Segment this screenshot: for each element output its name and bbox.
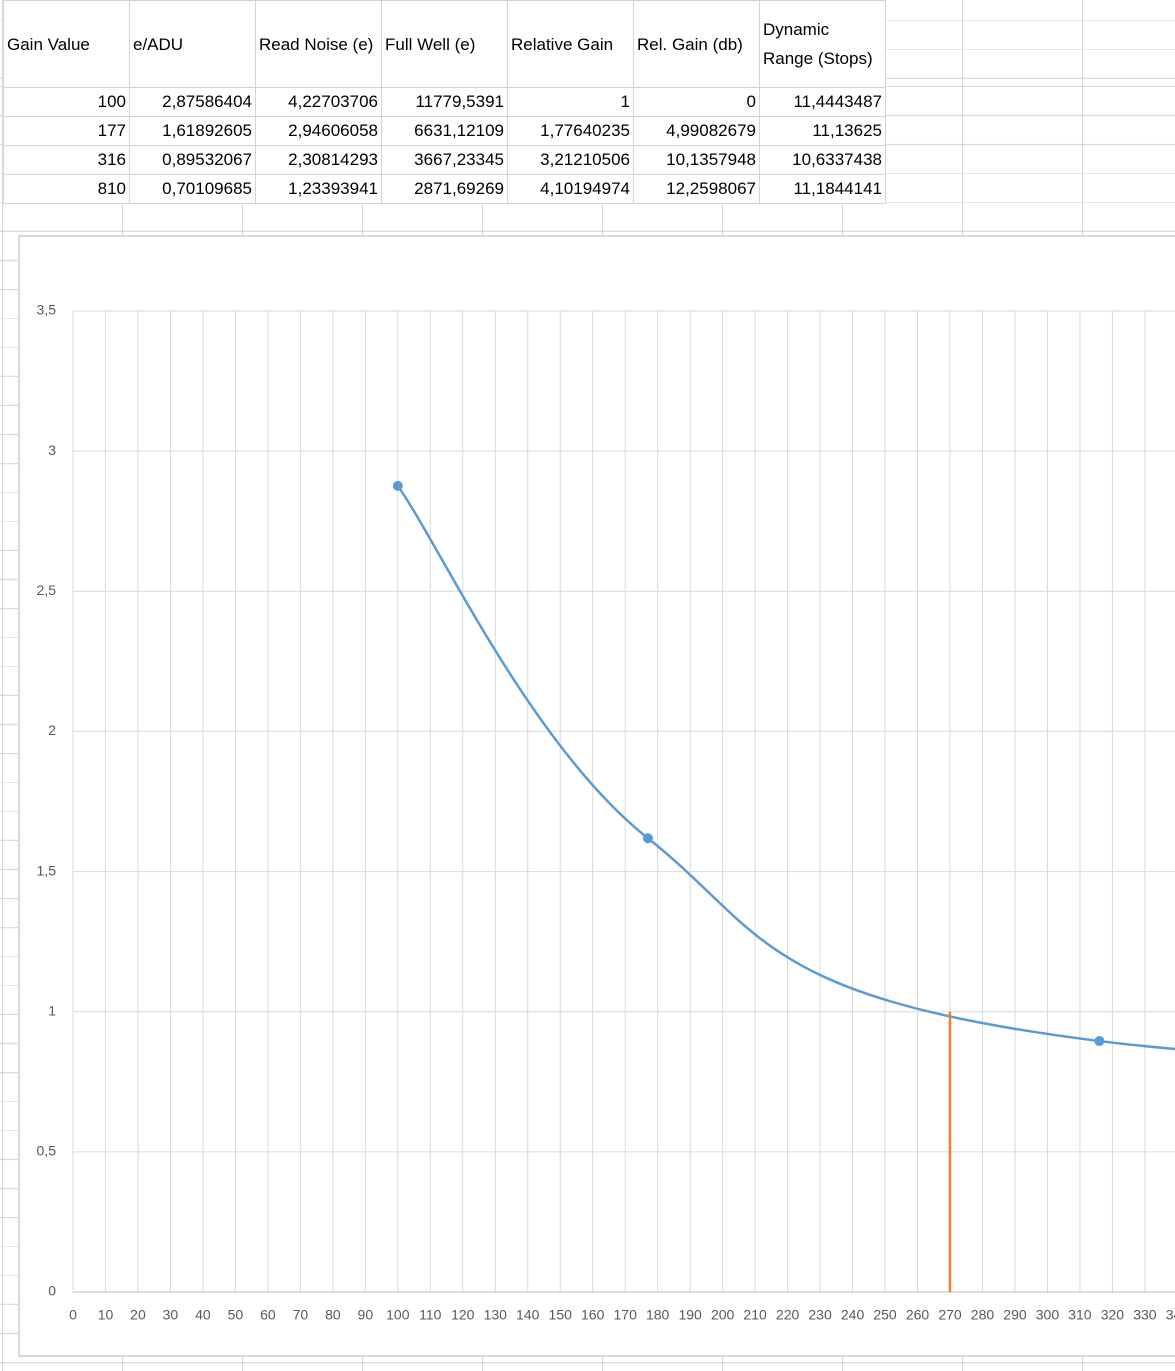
- table-cell[interactable]: 11,1844141: [759, 174, 886, 204]
- x-tick-label: 280: [971, 1307, 995, 1323]
- x-tick-label: 50: [228, 1307, 244, 1323]
- data-point: [1094, 1036, 1105, 1047]
- x-tick-label: 230: [808, 1307, 832, 1323]
- x-tick-label: 270: [938, 1307, 962, 1323]
- table-cell[interactable]: 316: [3, 145, 130, 175]
- series-line: [396, 485, 1175, 1051]
- table-cell[interactable]: 0,89532067: [129, 145, 256, 175]
- table-cell[interactable]: 1,23393941: [255, 174, 382, 204]
- x-tick-label: 0: [69, 1307, 77, 1323]
- table-cell[interactable]: Dynamic Range (Stops): [759, 0, 886, 88]
- y-tick-label: 1,5: [37, 862, 57, 878]
- x-tick-label: 160: [581, 1307, 605, 1323]
- table-cell[interactable]: 2871,69269: [381, 174, 508, 204]
- x-tick-label: 180: [646, 1307, 670, 1323]
- table-cell[interactable]: 2,87586404: [129, 87, 256, 117]
- x-tick-label: 260: [906, 1307, 930, 1323]
- data-table: Gain Value e/ADU Read Noise (e) Full Well (…: [3, 0, 886, 204]
- table-cell[interactable]: 4,22703706: [255, 87, 382, 117]
- x-tick-label: 220: [776, 1307, 800, 1323]
- x-tick-label: 340: [1166, 1307, 1175, 1323]
- table-row: Gain Value e/ADU Read Noise (e) Full Well (…: [3, 0, 886, 88]
- x-tick-label: 20: [130, 1307, 146, 1323]
- x-tick-label: 60: [260, 1307, 276, 1323]
- x-tick-label: 320: [1101, 1307, 1125, 1323]
- chart-area: [18, 235, 1175, 1357]
- x-tick-label: 70: [293, 1307, 309, 1323]
- table-cell[interactable]: e/ADU: [129, 0, 256, 88]
- x-tick-label: 170: [614, 1307, 638, 1323]
- x-tick-label: 40: [195, 1307, 211, 1323]
- table-cell[interactable]: 1,77640235: [507, 116, 634, 146]
- x-tick-label: 200: [711, 1307, 735, 1323]
- table-cell[interactable]: 12,2598067: [633, 174, 760, 204]
- table-cell[interactable]: Rel. Gain (db): [633, 0, 760, 88]
- table-cell[interactable]: 0,70109685: [129, 174, 256, 204]
- x-tick-label: 330: [1133, 1307, 1157, 1323]
- x-tick-label: 150: [549, 1307, 573, 1323]
- y-tick-label: 0: [48, 1283, 56, 1299]
- data-point: [392, 480, 403, 491]
- table-cell[interactable]: Read Noise (e): [255, 0, 382, 88]
- x-tick-label: 250: [873, 1307, 897, 1323]
- data-point: [642, 833, 653, 844]
- x-tick-label: 100: [386, 1307, 410, 1323]
- table-cell[interactable]: 2,94606058: [255, 116, 382, 146]
- table-cell[interactable]: 0: [633, 87, 760, 117]
- table-cell[interactable]: 177: [3, 116, 130, 146]
- table-cell[interactable]: 810: [3, 174, 130, 204]
- table-row: 810 0,70109685 1,23393941 2871,69269 4,10194…: [3, 174, 886, 204]
- x-tick-label: 90: [358, 1307, 374, 1323]
- table-row: 177 1,61892605 2,94606058 6631,12109 1,77640…: [3, 116, 886, 146]
- table-cell[interactable]: 11779,5391: [381, 87, 508, 117]
- y-tick-label: 2: [48, 722, 56, 738]
- table-cell[interactable]: 10,6337438: [759, 145, 886, 175]
- table-cell[interactable]: 100: [3, 87, 130, 117]
- x-tick-label: 80: [325, 1307, 341, 1323]
- x-tick-label: 140: [516, 1307, 540, 1323]
- table-cell[interactable]: 1: [507, 87, 634, 117]
- table-cell[interactable]: 6631,12109: [381, 116, 508, 146]
- x-tick-label: 300: [1036, 1307, 1060, 1323]
- table-cell[interactable]: 10,1357948: [633, 145, 760, 175]
- table-cell[interactable]: 3667,23345: [381, 145, 508, 175]
- x-tick-label: 310: [1068, 1307, 1092, 1323]
- table-cell[interactable]: 11,13625: [759, 116, 886, 146]
- x-tick-label: 240: [841, 1307, 865, 1323]
- y-tick-label: 2,5: [37, 582, 57, 598]
- x-tick-label: 210: [743, 1307, 767, 1323]
- x-tick-label: 110: [419, 1307, 442, 1323]
- table-row: 316 0,89532067 2,30814293 3667,23345 3,21210…: [3, 145, 886, 175]
- table-cell[interactable]: Full Well (e): [381, 0, 508, 88]
- y-tick-label: 0,5: [37, 1143, 57, 1159]
- x-tick-label: 130: [484, 1307, 508, 1323]
- table-cell[interactable]: 3,21210506: [507, 145, 634, 175]
- y-tick-label: 3,5: [37, 302, 57, 318]
- table-cell[interactable]: 4,10194974: [507, 174, 634, 204]
- y-tick-label: 1: [48, 1002, 56, 1018]
- table-cell[interactable]: Gain Value: [3, 0, 130, 88]
- table-cell[interactable]: 4,99082679: [633, 116, 760, 146]
- x-tick-label: 290: [1003, 1307, 1027, 1323]
- x-tick-label: 10: [98, 1307, 114, 1323]
- x-tick-label: 120: [451, 1307, 475, 1323]
- x-tick-label: 30: [163, 1307, 179, 1323]
- x-tick-label: 190: [678, 1307, 702, 1323]
- table-cell[interactable]: Relative Gain: [507, 0, 634, 88]
- y-tick-label: 3: [48, 442, 56, 458]
